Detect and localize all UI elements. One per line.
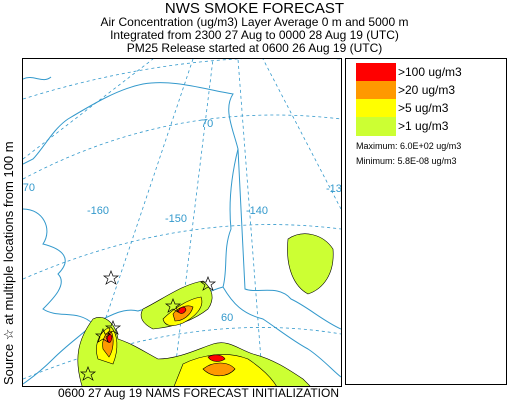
maximum-value: Maximum: 6.0E+02 ug/m3 bbox=[356, 141, 462, 151]
minimum-value: Minimum: 5.8E-08 ug/m3 bbox=[356, 156, 457, 166]
plume-level-100-interior bbox=[177, 306, 187, 314]
plume-level-1-east bbox=[287, 233, 334, 295]
integration-period: Integrated from 2300 27 Aug to 0000 28 A… bbox=[110, 28, 399, 42]
legend-item-1: >1 ug/m3 bbox=[356, 117, 496, 136]
source-location-label: Source ☆ at multiple locations from 100 … bbox=[1, 141, 16, 385]
legend-swatch-green bbox=[356, 117, 396, 136]
legend-swatch-yellow bbox=[356, 99, 396, 118]
plume-level-1-interior bbox=[140, 280, 213, 330]
plume-level-100-south bbox=[207, 354, 226, 362]
map-title: NWS SMOKE FORECAST bbox=[164, 0, 345, 17]
graticule-lon-170 bbox=[23, 59, 154, 160]
smoke-map-panel: -170 -160 -150 -140 -130 70 60 bbox=[22, 58, 342, 387]
legend-item-20: >20 ug/m3 bbox=[356, 81, 496, 100]
legend-item-100: >100 ug/m3 bbox=[356, 63, 496, 82]
source-star-icon bbox=[199, 276, 217, 291]
concentration-subtitle: Air Concentration (ug/m3) Layer Average … bbox=[100, 15, 409, 29]
source-star-icon bbox=[79, 366, 97, 381]
release-start: PM25 Release started at 0600 26 Aug 19 (… bbox=[126, 41, 383, 55]
legend-label: >20 ug/m3 bbox=[398, 83, 456, 97]
coastline-peninsula bbox=[23, 323, 94, 385]
lon-label-160: -160 bbox=[87, 205, 109, 217]
lon-label-150: -150 bbox=[165, 213, 187, 225]
legend-label: >100 ug/m3 bbox=[398, 65, 462, 79]
legend-swatch-orange bbox=[356, 81, 396, 100]
coastline-yukon bbox=[237, 148, 341, 330]
source-star-icon bbox=[164, 298, 182, 313]
forecast-initialization: 0600 27 Aug 19 NAMS FORECAST INITIALIZAT… bbox=[58, 386, 339, 400]
source-star-icon bbox=[94, 328, 112, 343]
coastline-gulf bbox=[222, 286, 341, 378]
legend-label: >5 ug/m3 bbox=[398, 101, 449, 115]
lon-label-170: -170 bbox=[23, 182, 35, 194]
legend-label: >1 ug/m3 bbox=[398, 119, 449, 133]
legend-panel: >100 ug/m3 >20 ug/m3 >5 ug/m3 >1 ug/m3 M… bbox=[345, 58, 507, 385]
coastline-chukotka bbox=[23, 76, 52, 81]
legend-item-5: >5 ug/m3 bbox=[356, 99, 496, 118]
plume-level-20-south bbox=[202, 362, 236, 377]
smoke-map: -170 -160 -150 -140 -130 70 60 bbox=[23, 59, 341, 386]
graticule-lon-130 bbox=[262, 59, 341, 210]
lon-label-140: -140 bbox=[246, 205, 268, 217]
graticule-lat-70 bbox=[23, 114, 341, 180]
graticule-lon-150 bbox=[172, 59, 214, 386]
coastline-alaska bbox=[23, 82, 239, 325]
graticule-lon-140 bbox=[237, 59, 264, 386]
lat-label-60: 60 bbox=[221, 312, 233, 324]
graticule-lat-65 bbox=[23, 224, 341, 280]
legend-swatch-red bbox=[356, 63, 396, 82]
lon-label-130: -130 bbox=[326, 183, 341, 195]
source-star-icon bbox=[104, 320, 122, 335]
source-star-icon bbox=[102, 270, 120, 285]
graticule-lat-75 bbox=[23, 59, 341, 100]
lat-label-70: 70 bbox=[201, 118, 213, 130]
